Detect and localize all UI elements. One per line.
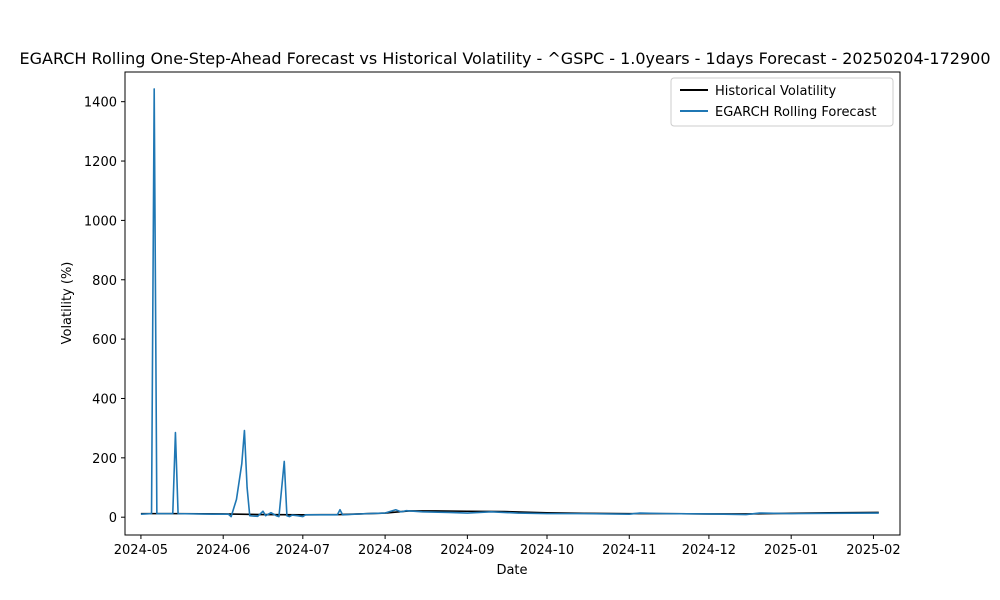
y-tick-label: 400 bbox=[92, 392, 117, 407]
x-tick-label: 2024-10 bbox=[520, 543, 574, 558]
legend-label-historical: Historical Volatility bbox=[715, 84, 836, 99]
x-tick-label: 2024-08 bbox=[358, 543, 412, 558]
plot-area bbox=[124, 71, 901, 536]
y-tick-label: 1000 bbox=[84, 214, 117, 229]
x-tick-label: 2024-11 bbox=[602, 543, 656, 558]
x-tick-label: 2024-12 bbox=[682, 543, 736, 558]
x-tick-label: 2024-07 bbox=[276, 543, 330, 558]
series-lines bbox=[140, 88, 879, 518]
y-tick-label: 1400 bbox=[84, 96, 117, 111]
chart-title: EGARCH Rolling One-Step-Ahead Forecast v… bbox=[19, 49, 990, 68]
x-axis-label: Date bbox=[496, 563, 527, 578]
x-tick-label: 2025-01 bbox=[764, 543, 818, 558]
y-tick-label: 200 bbox=[92, 452, 117, 467]
x-tick-label: 2024-09 bbox=[440, 543, 494, 558]
x-tick-label: 2024-05 bbox=[114, 543, 168, 558]
x-axis-ticks: 2024-05 2024-06 2024-07 2024-08 2024-09 2024-… bbox=[114, 535, 901, 558]
legend-box bbox=[670, 77, 894, 127]
legend: Historical Volatility EGARCH Rolling For… bbox=[670, 77, 894, 127]
series-line-egarch bbox=[140, 88, 879, 518]
y-tick-label: 1200 bbox=[84, 155, 117, 170]
x-tick-label: 2025-02 bbox=[846, 543, 900, 558]
legend-label-egarch: EGARCH Rolling Forecast bbox=[715, 105, 876, 120]
y-axis-label: Volatility (%) bbox=[60, 262, 75, 345]
x-tick-label: 2024-06 bbox=[196, 543, 250, 558]
y-tick-label: 600 bbox=[92, 333, 117, 348]
y-tick-label: 800 bbox=[92, 274, 117, 289]
y-tick-label: 0 bbox=[109, 511, 117, 526]
y-axis-ticks: 0 200 400 600 800 1000 1200 1400 bbox=[84, 96, 125, 526]
